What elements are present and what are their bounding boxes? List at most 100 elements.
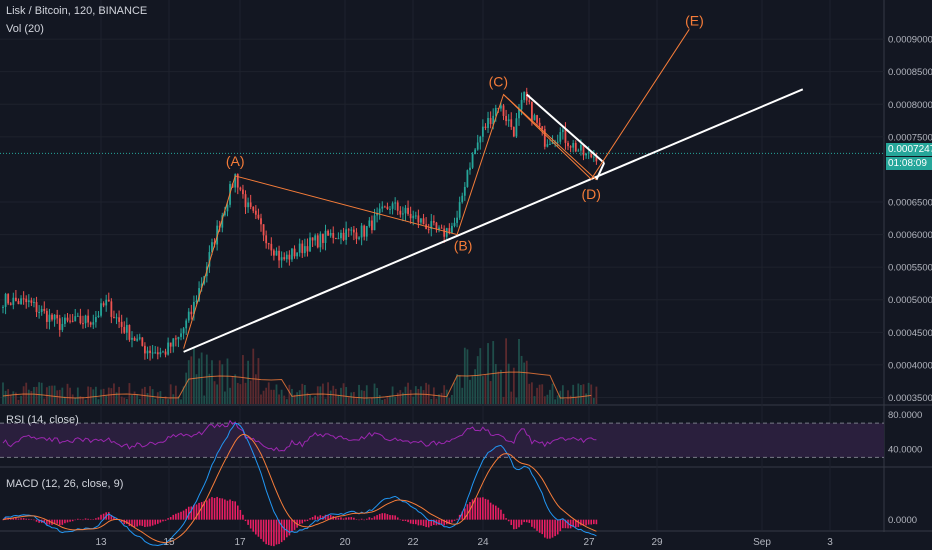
volume-bar [195,374,198,404]
candle-body [174,338,177,340]
macd-hist-bar [492,504,494,520]
volume-bar [425,382,428,404]
macd-hist-bar [22,518,25,520]
volume-bar [200,352,203,404]
candle-body [291,248,293,260]
candle-body [33,302,35,304]
volume-bar [347,397,350,404]
macd-hist-bar [216,496,218,520]
macd-hist-bar [79,519,82,520]
macd-hist-bar [100,514,102,520]
volume-bar [229,387,231,404]
candle-body [329,232,332,236]
volume-bar [337,394,340,404]
macd-hist-bar [520,519,523,525]
volume-bar [123,397,126,404]
candle-body [549,143,551,145]
volume-bar [590,384,593,404]
candle-body [270,243,273,251]
y-tick-label: 0.0004500 [888,328,932,339]
macd-hist-bar [123,519,126,525]
volume-bar [172,394,175,404]
volume-bar [38,382,41,404]
candle-body [30,300,33,303]
wave-label: (D) [582,186,601,202]
candle-body [564,129,567,143]
candle-body [221,215,224,228]
macd-hist-bar [15,517,17,520]
candle-body [371,220,373,231]
macd-hist-bar [378,513,381,520]
support-trend-line [183,88,804,353]
wedge-upper-line [526,93,605,164]
macd-hist-bar [48,519,51,525]
candle-body [288,254,291,260]
candle-body [146,350,149,354]
volume-bar [236,382,239,404]
macd-hist-bar [409,519,412,524]
macd-hist-bar [456,518,458,520]
macd-hist-bar [298,519,301,525]
candle-body [138,337,141,339]
candle-body [193,301,195,315]
macd-hist-bar [77,518,79,520]
y-tick-label: 0.0003500 [888,393,932,404]
volume-bar [422,390,425,404]
volume-bar [417,388,420,404]
volume-bar [564,399,567,404]
macd-hist-bar [384,513,386,520]
candle-body [74,316,77,322]
candle-body [211,242,213,253]
current-price-badge: 0.0007247 [886,143,932,156]
rsi-legend[interactable]: RSI (14, close) [6,414,79,426]
volume-bar [456,373,458,404]
volume-bar [574,396,577,404]
macd-hist-bar [422,519,425,527]
x-tick-label: 22 [407,537,419,548]
candle-body [105,299,108,306]
volume-bar [306,392,309,404]
candle-body [417,215,420,223]
macd-hist-bar [82,519,84,521]
macd-hist-bar [66,519,69,523]
candle-body [420,218,422,223]
candle-body [298,243,301,253]
volume-bar [319,386,322,404]
candle-body [252,206,255,211]
candle-body [71,320,74,322]
macd-hist-bar [306,519,309,522]
candle-body [58,318,61,330]
candle-body [469,167,471,171]
volume-bar [505,338,507,404]
macd-hist-bar [559,519,562,532]
volume-bar [538,384,541,404]
candle-body [61,323,64,330]
volume-bar [20,395,22,404]
candle-body [12,297,15,305]
candle-body [123,326,126,333]
volume-bar [252,348,255,404]
macd-hist-bar [177,512,180,520]
candle-body [365,226,368,237]
volume-bar [40,382,43,404]
candle-body [296,252,299,257]
volume-bar [507,363,510,404]
volume-bar [280,389,283,404]
candle-body [463,186,466,196]
macd-hist-bar [489,502,492,520]
symbol-legend[interactable]: Lisk / Bitcoin, 120, BINANCE [6,5,148,17]
volume-bar [211,360,213,404]
macd-hist-bar [593,519,595,525]
macd-legend[interactable]: MACD (12, 26, close, 9) [6,478,124,490]
macd-hist-bar [544,519,546,538]
volume-legend[interactable]: Vol (20) [6,23,44,35]
macd-hist-bar [162,519,164,522]
volume-bar [278,394,280,404]
volume-bar [438,394,440,404]
candle-body [316,235,319,248]
candle-body [236,174,239,188]
volume-bar [551,383,554,404]
volume-bar [510,391,513,404]
volume-bar [316,386,319,404]
